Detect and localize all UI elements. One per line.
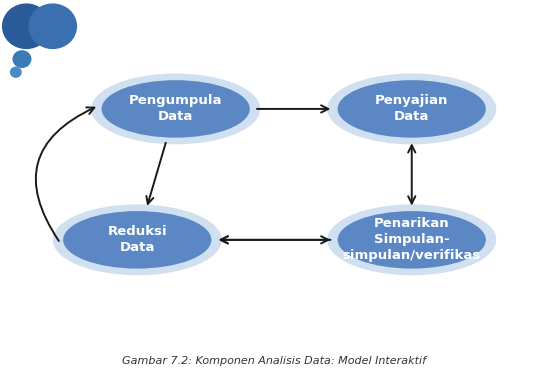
Text: Reduksi
Data: Reduksi Data [108,225,167,254]
Circle shape [10,67,21,77]
Text: Penyajian
Data: Penyajian Data [375,94,449,123]
Text: Penarikan
Simpulan-
simpulan/verifikas: Penarikan Simpulan- simpulan/verifikas [343,217,481,262]
Ellipse shape [338,211,486,269]
Circle shape [13,51,31,67]
Ellipse shape [91,73,260,144]
Ellipse shape [338,80,486,138]
FancyArrowPatch shape [36,107,94,241]
Circle shape [29,4,76,48]
Ellipse shape [327,204,496,275]
Ellipse shape [53,204,222,275]
Circle shape [3,4,50,48]
Text: Pengumpula
Data: Pengumpula Data [129,94,222,123]
Ellipse shape [327,73,496,144]
Ellipse shape [102,80,250,138]
Ellipse shape [63,211,211,269]
Text: Gambar 7.2: Komponen Analisis Data: Model Interaktif: Gambar 7.2: Komponen Analisis Data: Mode… [122,355,427,366]
